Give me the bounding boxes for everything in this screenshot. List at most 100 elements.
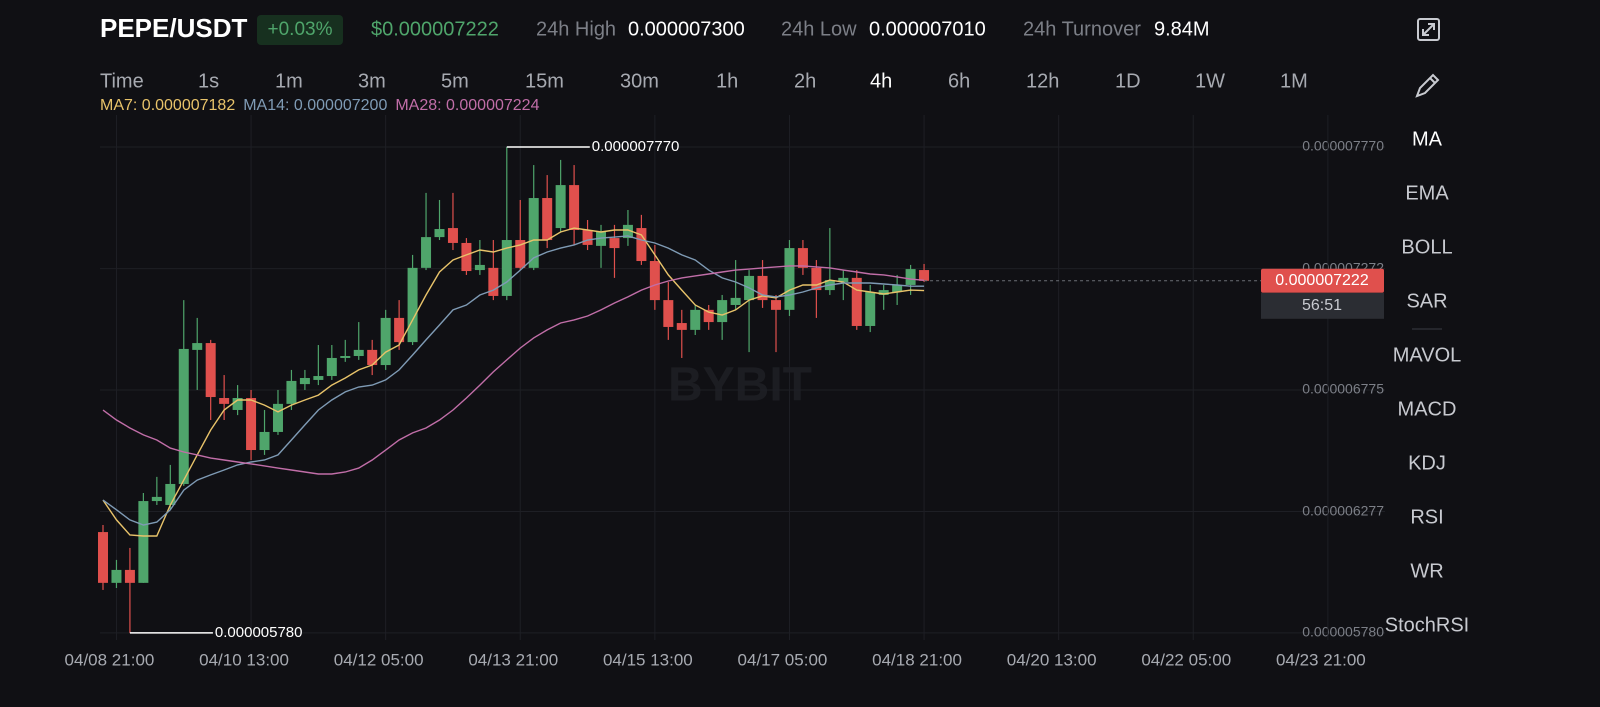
high-label: 24h High (536, 18, 616, 40)
candle-body (299, 377, 310, 385)
timeframe[interactable]: 1m (275, 70, 303, 92)
x-tick-label: 04/15 13:00 (603, 650, 693, 669)
x-tick-label: 04/17 05:00 (738, 650, 828, 669)
indicator[interactable]: SAR (1406, 290, 1447, 312)
y-tick-label: 0.000006775 (1302, 381, 1384, 397)
candle-body (865, 292, 876, 326)
timeframe[interactable]: 6h (948, 70, 970, 92)
countdown: 56:51 (1302, 297, 1342, 314)
indicator[interactable]: StochRSI (1385, 614, 1469, 636)
candle-body (313, 376, 324, 380)
y-tick-label: 0.000007770 (1302, 138, 1384, 154)
candle-body (272, 403, 283, 432)
legend-entry: MA28: 0.000007224 (395, 97, 539, 114)
candle-body (596, 231, 607, 246)
timeframe[interactable]: 1M (1280, 70, 1308, 92)
timeframe[interactable]: 1h (716, 70, 738, 92)
candle-body (905, 269, 916, 285)
x-tick-label: 04/20 13:00 (1007, 650, 1097, 669)
candle-body (98, 532, 108, 583)
change-badge (257, 15, 343, 45)
candle-body (771, 300, 781, 310)
candle-body (259, 431, 270, 451)
candle-body (690, 309, 701, 330)
extreme-label: 0.000005780 (215, 624, 303, 641)
candle-body (165, 483, 176, 505)
ma-line (102, 227, 925, 537)
timeframe[interactable]: 15m (525, 70, 564, 92)
timeframe[interactable]: 1D (1115, 70, 1141, 92)
candle-body (111, 569, 122, 583)
candle-body (663, 300, 674, 327)
fullscreen-icon[interactable] (1417, 18, 1440, 41)
legend-entry: MA14: 0.000007200 (243, 97, 387, 114)
candle-body (353, 349, 364, 357)
candle-body (138, 501, 149, 583)
candle-body (340, 356, 351, 358)
high-value: 0.000007300 (628, 18, 745, 40)
candle-body (151, 496, 162, 502)
candle-body (892, 284, 903, 293)
draw-icon[interactable] (1415, 73, 1440, 98)
candle-body (515, 240, 526, 268)
timeframe[interactable]: 30m (620, 70, 659, 92)
timeframe[interactable]: 2h (794, 70, 816, 92)
candle-body (461, 242, 472, 272)
candle-body (649, 261, 660, 301)
x-tick-label: 04/13 21:00 (468, 650, 558, 669)
indicator[interactable]: EMA (1405, 182, 1449, 204)
indicator[interactable]: WR (1410, 560, 1443, 582)
candle-body (488, 267, 499, 296)
x-tick-label: 04/23 21:00 (1276, 650, 1366, 669)
candle-body (555, 185, 566, 229)
candle-body (219, 398, 230, 404)
indicator[interactable]: MACD (1398, 398, 1457, 420)
y-tick-label: 0.000005780 (1302, 624, 1384, 640)
timeframe[interactable]: 1s (198, 70, 219, 92)
indicator[interactable]: BOLL (1401, 236, 1452, 258)
candle-body (528, 198, 539, 268)
timeframe[interactable]: 5m (441, 70, 469, 92)
turnover-value: 9.84M (1154, 18, 1210, 40)
candle-body (851, 277, 862, 326)
last-price-label: 0.000007222 (1275, 272, 1369, 289)
candle-body (636, 228, 647, 262)
candle-body (501, 240, 512, 296)
candle-body (447, 228, 458, 243)
candle-body (421, 237, 432, 268)
turnover-label: 24h Turnover (1023, 18, 1141, 40)
candle-body (326, 357, 337, 377)
timeframe[interactable]: 1W (1195, 70, 1225, 92)
candle-body (919, 270, 930, 281)
candle-body (394, 317, 405, 343)
indicator[interactable]: RSI (1410, 506, 1443, 528)
timeframe[interactable]: 12h (1026, 70, 1059, 92)
last-price: $0.000007222 (371, 18, 499, 40)
candle-body (757, 275, 768, 301)
candle-body (246, 398, 257, 451)
candle-body (582, 230, 593, 245)
candle-body (811, 267, 822, 291)
x-tick-label: 04/12 05:00 (334, 650, 424, 669)
ma-line (102, 265, 925, 475)
indicator[interactable]: MA (1412, 128, 1443, 150)
timeframe[interactable]: 3m (358, 70, 386, 92)
candle-body (232, 398, 243, 410)
candle-body (474, 264, 485, 271)
pair[interactable]: PEPE/USDT (100, 13, 247, 43)
candle-body (703, 309, 714, 323)
indicator[interactable]: KDJ (1408, 452, 1446, 474)
candle-body (784, 248, 795, 310)
indicator[interactable]: MAVOL (1393, 344, 1462, 366)
candle-body (730, 297, 741, 305)
candle-body (717, 300, 728, 323)
change: +0.03% (268, 19, 333, 40)
watermark: BYBIT (668, 359, 812, 412)
low-value: 0.000007010 (869, 18, 986, 40)
candle-body (609, 238, 620, 249)
timeframe[interactable]: 4h (870, 70, 892, 92)
timeframe: Time (100, 70, 144, 92)
extreme-label: 0.000007770 (592, 138, 680, 155)
candle-body (124, 569, 135, 583)
